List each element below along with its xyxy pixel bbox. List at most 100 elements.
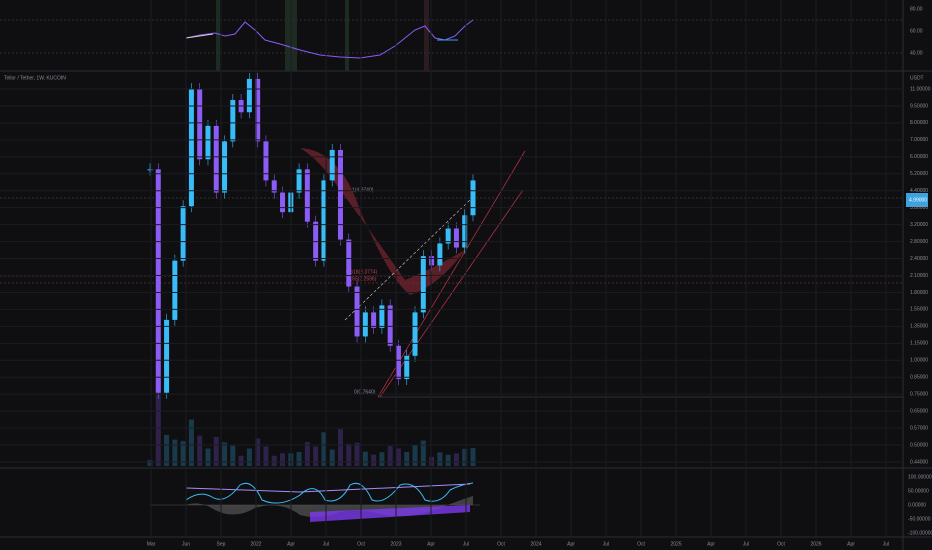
candle <box>371 312 377 328</box>
rsi-highlight <box>216 0 220 71</box>
volume-bar <box>346 443 352 466</box>
time-axis-label: Oct <box>497 541 505 547</box>
candle <box>470 180 476 216</box>
volume-bar <box>437 452 443 466</box>
volume-bar <box>462 448 468 466</box>
candle <box>429 256 435 266</box>
volume-bar <box>271 455 277 466</box>
volume-bar <box>263 446 269 466</box>
time-axis-label: Apr <box>567 541 575 547</box>
time-axis-label: Mar <box>147 541 156 547</box>
candle <box>462 215 468 248</box>
candle <box>412 312 418 356</box>
candle <box>280 192 286 213</box>
fib-label: 0.618(2.3774) <box>346 269 377 275</box>
candle <box>246 78 252 113</box>
osc-axis-label: 100.00000 <box>908 474 932 480</box>
volume-bar <box>445 454 451 466</box>
price-axis-label: 2.40000 <box>910 256 928 262</box>
time-axis-label: Apr <box>707 541 715 547</box>
volume-bar <box>180 441 186 466</box>
time-axis-label: Jun <box>182 541 190 547</box>
time-axis-label: Oct <box>777 541 785 547</box>
volume-bar <box>354 442 360 466</box>
volume-bar <box>230 445 236 466</box>
rsi-axis-label: 80.00 <box>910 6 923 12</box>
time-axis-label: 2024 <box>530 541 541 547</box>
time-axis-label: Apr <box>287 541 295 547</box>
fib-label: 0(0.7640) <box>354 389 376 395</box>
candle <box>404 355 410 380</box>
candle <box>387 305 393 346</box>
volume-bar <box>395 448 401 466</box>
volume-bar <box>337 429 343 466</box>
volume-bar <box>321 432 327 466</box>
candle <box>329 149 335 181</box>
candle <box>271 180 277 193</box>
volume-bar <box>155 382 161 466</box>
last-price-tag <box>906 193 928 207</box>
candle <box>321 180 327 261</box>
price-axis-label: 1.00000 <box>910 358 928 364</box>
price-axis-label: 2.10000 <box>910 273 928 279</box>
rsi-axis-label: 40.00 <box>910 50 923 56</box>
candle <box>362 312 368 337</box>
price-axis-label: 1.35000 <box>910 324 928 330</box>
candles <box>147 72 476 399</box>
volume-bar <box>453 453 459 466</box>
price-axis-label: 9.50000 <box>910 103 928 109</box>
time-axis-label: Sep <box>217 541 226 547</box>
price-axis-label: 3.80000 <box>910 205 928 211</box>
price-axis-label: 5.20000 <box>910 171 928 177</box>
candle <box>453 228 459 248</box>
volume-bar <box>429 456 435 466</box>
time-axis-label: 2023 <box>390 541 401 547</box>
volume-bar <box>238 455 244 466</box>
volume-bar <box>205 448 211 466</box>
price-axis-label: 11.00000 <box>910 86 931 92</box>
candle <box>188 89 194 207</box>
candle <box>230 100 236 142</box>
volume-bar <box>255 438 261 466</box>
time-axis-label: Jul <box>743 541 749 547</box>
candle <box>213 125 219 193</box>
volume-bar <box>296 451 302 466</box>
time-axis-label: 2025 <box>670 541 681 547</box>
price-axis-label: 8.00000 <box>910 120 928 126</box>
volume-bar <box>280 453 286 466</box>
time-axis-label: Jul <box>323 541 329 547</box>
candle <box>437 243 443 266</box>
volume-bar <box>213 436 219 466</box>
volume-bar <box>188 419 194 466</box>
price-axis-label: 1.55000 <box>910 307 928 313</box>
candle <box>263 141 269 181</box>
candle <box>420 256 426 313</box>
osc-signal <box>185 483 471 493</box>
time-axis-label: Apr <box>427 541 435 547</box>
osc-axis-label: 0.00000 <box>908 502 926 508</box>
time-axis-label: Oct <box>357 541 365 547</box>
volume-bar <box>412 445 418 466</box>
rsi-highlight <box>424 0 429 71</box>
candle <box>337 149 343 240</box>
time-axis-label: Jul <box>603 541 609 547</box>
price-axis-label: 0.75000 <box>910 392 928 398</box>
volume-bar <box>420 440 426 466</box>
currency-label: USDT <box>910 75 924 81</box>
candle <box>205 125 211 160</box>
candle <box>296 169 302 193</box>
volume-bar <box>313 446 319 466</box>
price-axis-label: 0.65000 <box>910 408 928 414</box>
osc-area <box>310 505 470 522</box>
price-axis-label: 1.80000 <box>910 290 928 296</box>
symbol-title: Tellor / Tether, 1W, KUCOIN <box>4 75 66 81</box>
osc-axis-label: 50.00000 <box>908 488 929 494</box>
volume-bar <box>379 452 385 466</box>
price-axis-label: 6.00000 <box>910 154 928 160</box>
candle <box>445 228 451 244</box>
volume-bar <box>172 439 178 466</box>
rsi-highlight <box>345 0 349 71</box>
volume-bar <box>246 448 252 466</box>
price-axis-label: 3.20000 <box>910 222 928 228</box>
